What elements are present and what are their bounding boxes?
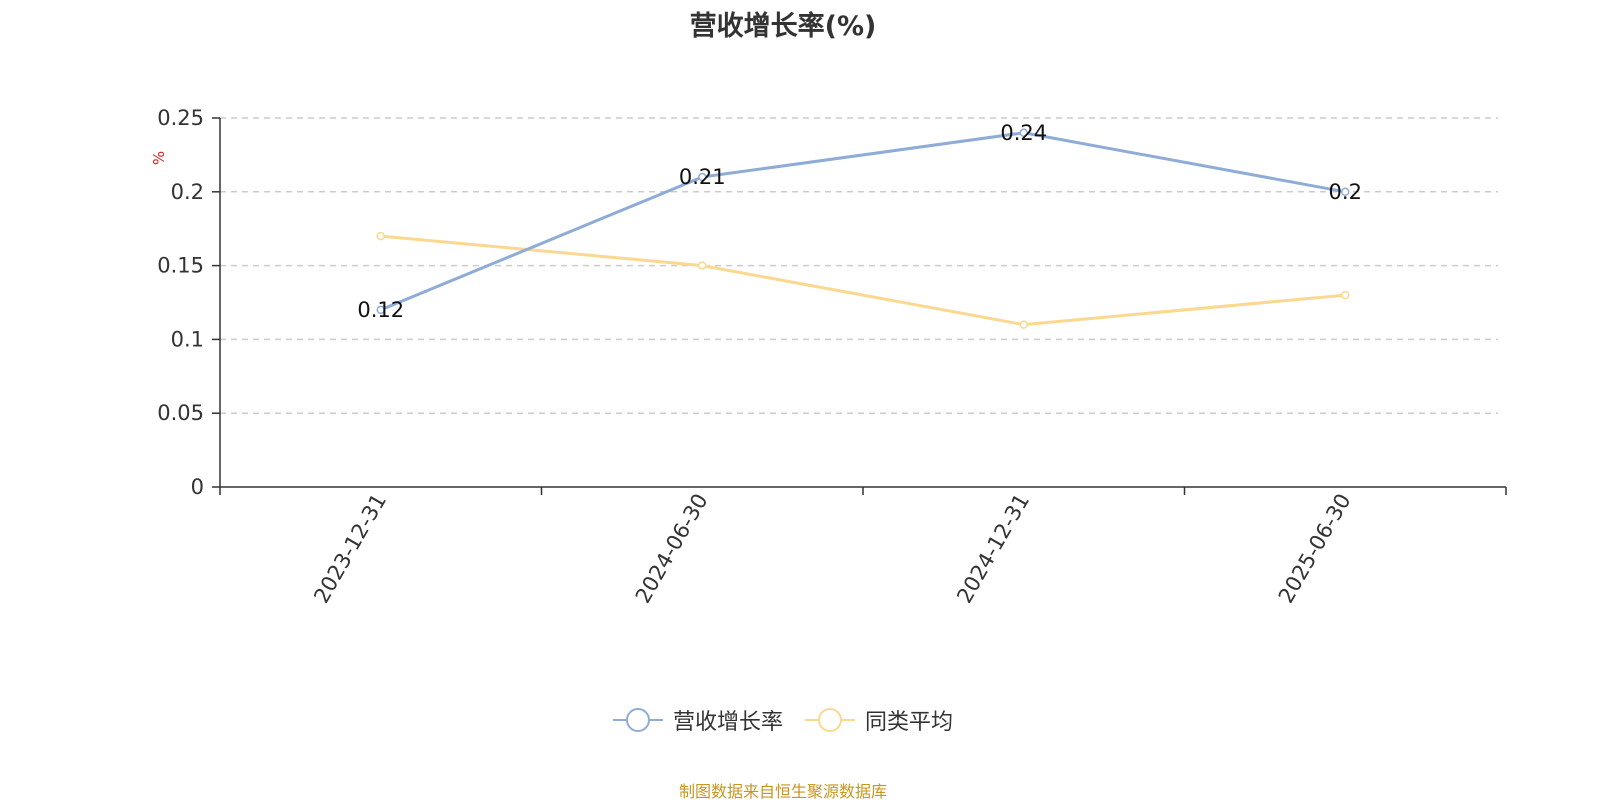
x-tick-label: 2025-06-30 — [1274, 490, 1356, 608]
y-tick-label: 0 — [191, 475, 204, 499]
x-tick-label: 2023-12-31 — [309, 490, 391, 608]
data-point — [1019, 320, 1028, 329]
data-point — [1019, 128, 1028, 138]
grid-lines — [220, 117, 1498, 414]
data-point — [698, 261, 707, 270]
y-tick-label: 0.2 — [171, 180, 204, 204]
data-label: 0.21 — [679, 165, 726, 189]
y-tick-label: 0.05 — [157, 401, 204, 425]
legend-label: 同类平均 — [865, 710, 954, 735]
data-labels: 0.12 0.21 0.24 0.2 — [357, 121, 1362, 322]
legend-label: 营收增长率 — [672, 710, 783, 735]
axes: 0 0.05 0.1 0.15 0.2 0.25% 2023-12-31 2024-06-30… — [150, 106, 1507, 608]
legend-swatch-icon — [805, 708, 855, 732]
series-lines — [376, 128, 1350, 329]
y-tick-label: 0.1 — [171, 327, 204, 351]
y-tick-label: 0.25 — [157, 106, 204, 130]
legend-swatch-icon — [612, 708, 663, 732]
series-line — [380, 131, 1346, 312]
data-point — [376, 231, 385, 241]
data-point — [1341, 187, 1350, 197]
legend-item[interactable]: 同类平均 — [805, 704, 953, 736]
chart-title: 营收增长率(%) — [689, 11, 877, 42]
data-label: 0.12 — [357, 298, 404, 322]
data-label: 0.2 — [1329, 180, 1362, 204]
y-axis-label: % — [150, 151, 168, 165]
data-point — [1341, 290, 1350, 300]
data-label: 0.24 — [1000, 121, 1047, 145]
y-tick-label: 0.15 — [157, 254, 204, 278]
x-tick-label: 2024-06-30 — [631, 490, 713, 608]
series-line — [380, 234, 1346, 327]
source-note: 制图数据来自恒生聚源数据库 — [678, 782, 887, 801]
data-point — [698, 172, 707, 182]
legend: 营收增长率 同类平均 — [0, 704, 1566, 736]
data-point — [376, 305, 385, 315]
legend-item[interactable]: 营收增长率 — [612, 704, 783, 736]
x-tick-label: 2024-12-31 — [952, 490, 1034, 608]
